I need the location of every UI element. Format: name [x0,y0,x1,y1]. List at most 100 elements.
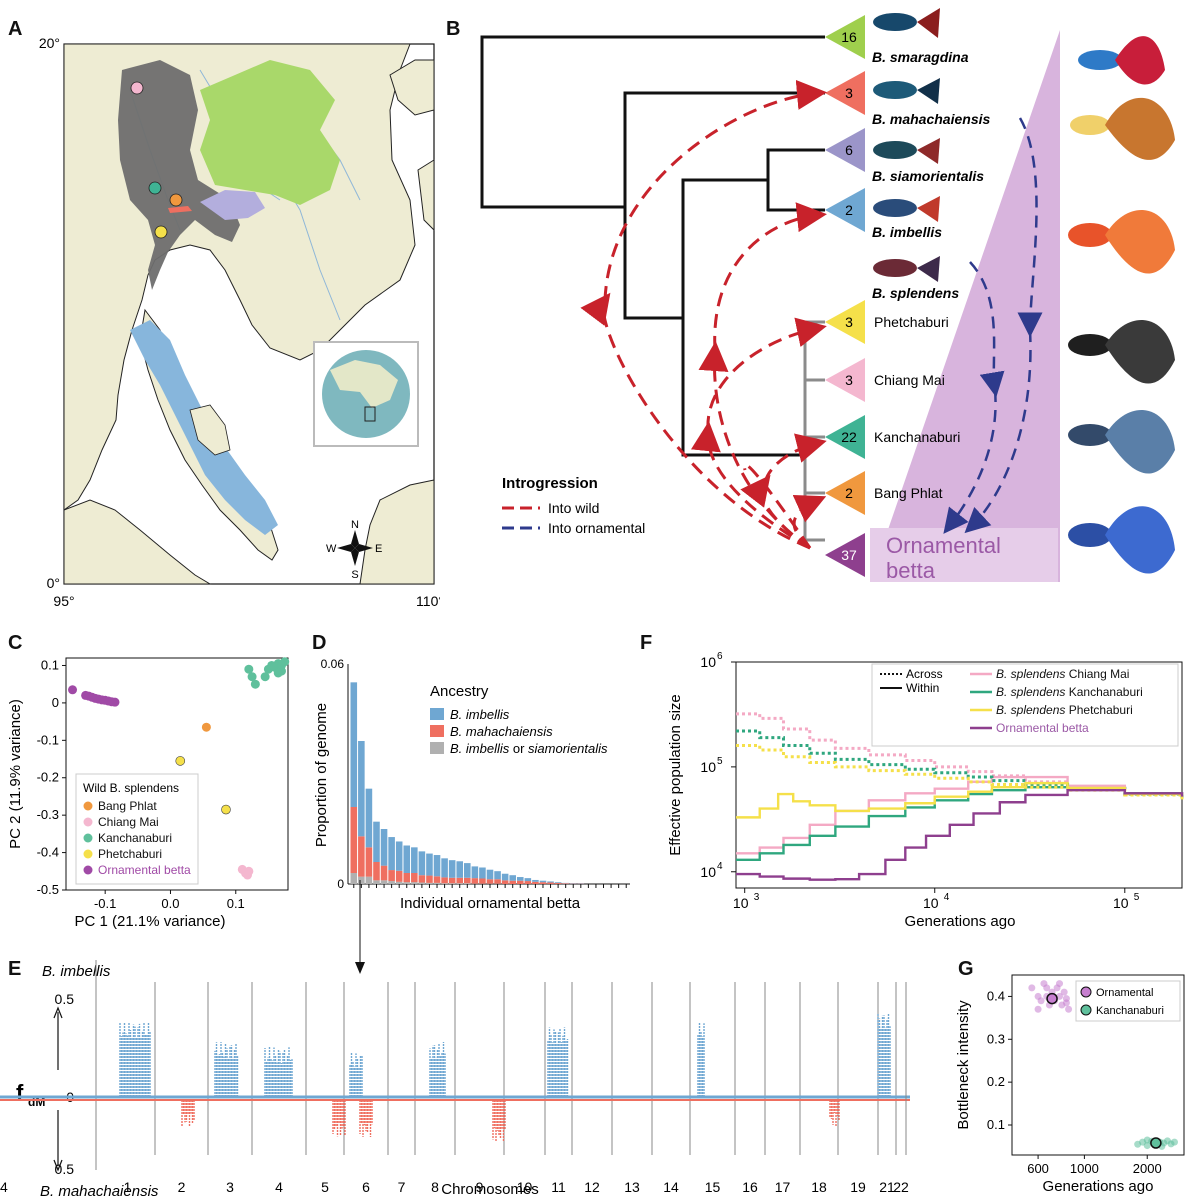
ancestry-legend-title: Ancestry [430,683,489,700]
pca-ytick-label: -0.5 [37,882,59,897]
fdm-top-label: B. imbellis [42,963,111,980]
site-kanchanaburi [148,181,162,195]
ornamental-fish-2 [1070,97,1175,160]
arrow-into-wild-6 [706,317,827,431]
ancestry-bar-segment [426,882,433,884]
bottleneck-point-ornamental [1043,984,1051,992]
bottleneck-xlabel: Generations ago [1043,1178,1154,1195]
ancestry-bar-segment [524,878,532,882]
ornamental-label-2: betta [886,558,936,583]
ancestry-bar-segment [350,682,358,807]
arrow-into-wild-5 [691,421,811,550]
ne-within-b-splendens-kanchanaburi [736,786,1184,862]
panel-label-d: D [312,632,327,654]
tree-branches [480,35,825,457]
pca-legend-swatch [83,801,93,811]
arrow-into-wild-2 [603,79,827,301]
ancestry-bar-segment [448,877,456,884]
clade-names: B. smaragdina B. mahachaiensis B. siamor… [872,49,990,501]
ne-ytick-label: 10 [700,759,716,775]
ancestry-bar-segment [433,876,441,883]
name-bang-phlat: Bang Phlat [874,485,943,501]
pca-ytick-label: -0.2 [37,770,59,785]
ancestry-bar-segment [448,883,456,884]
bottleneck-point-ornamental [1060,988,1068,996]
range-b-splendens [118,60,240,290]
ancestry-bar-segment [426,875,433,883]
fdm-chrom-label: 21 [879,1179,895,1195]
bottleneck-legend-kanchanaburi-swatch [1080,1004,1092,1016]
ne-ytick-exp: 6 [717,651,723,662]
pca-point-ornamental-betta [68,685,78,695]
bottleneck-point-kanchanaburi [1143,1136,1151,1144]
ancestry-legend-items: B. imbellis B. mahachaiensis B. imbellis o… [430,707,608,756]
fdm-chrom-label: 18 [811,1179,827,1195]
compass-w: W [326,543,337,555]
fdm-chrom-label: 7 [398,1179,406,1195]
ancestry-bar-segment [365,847,373,877]
bottleneck-point-ornamental [1065,1005,1073,1013]
land-philippines [417,159,435,232]
map-lat-top: 20° [39,35,60,51]
bottleneck-point-ornamental [1037,997,1045,1005]
fdm-chrom-label: 17 [775,1179,791,1195]
fdm-chromosomes: 12345678910111213141516171819212224 [0,982,910,1195]
ancestry-bar-segment [388,870,395,882]
pca-legend-items: Bang Phlat Chiang Mai Kanchanaburi Phetchab… [83,799,191,877]
bottleneck-ticks: 600 1000 2000 0.4 0.3 0.2 0.1 [987,988,1162,1176]
ne-ytick-exp: 4 [717,861,723,872]
fdm-chrom-label: 13 [624,1179,640,1195]
clade-triangle-mahachaiensis [825,71,865,115]
panel-label-f: F [640,632,653,654]
ne-legend-series: B. splendens Chiang Mai B. splendens Kanc… [970,667,1143,735]
bottleneck-ytick-label: 0.1 [987,1117,1005,1132]
bottleneck-legend-ornamental-swatch [1080,986,1092,998]
pca-ytick-label: -0.3 [37,807,59,822]
fish-icon-siamorientalis [873,138,940,164]
fdm-chrom-label: 9 [476,1179,484,1195]
ancestry-bar-segment [441,883,448,884]
fdm-chrom-label: 5 [321,1179,329,1195]
map-lat-bottom: 0° [47,575,60,591]
pca-point-kanchanaburi [273,668,283,678]
ancestry-bar-segment [509,875,516,881]
arrows-into-wild [580,79,827,550]
clade-triangle-siamorientalis [825,128,865,172]
pca-point-kanchanaburi [244,664,254,674]
ornamental-wedge [870,30,1060,582]
range-b-mahachaiensis [168,206,192,213]
pca-point-kanchanaburi [260,672,270,682]
ancestry-bar-segment [373,862,380,881]
pca-xtick-label: 0.1 [227,896,245,911]
ancestry-bar-segment [456,877,464,884]
ne-within-ornamental-betta [736,788,1184,881]
ancestry-bar-segment [441,877,448,884]
ancestry-bar-segment [418,851,426,876]
ancestry-bar-segment [501,880,509,884]
pca-ytick-label: -0.4 [37,845,59,860]
ancestry-bar-segment [373,880,380,884]
ancestry-bar-segment [403,873,411,883]
bottleneck-points [1028,980,1178,1150]
panel-e-fdm: B. imbellis B. mahachaiensis 0.5 0 0.5 f… [0,960,910,1200]
ancestry-bar-segment [395,870,403,882]
pca-y-ticks: 0.1 0 -0.1 -0.2 -0.3 -0.4 -0.5 [37,657,66,897]
pca-point-chiang-mai [243,870,253,880]
name-smaragdina: B. smaragdina [872,49,969,65]
ornamental-fish-3 [1068,209,1175,274]
pca-xtick-label: 0.0 [161,896,179,911]
fdm-chrom-label: 22 [893,1179,909,1195]
pca-point-phetchaburi [221,804,231,815]
fdm-chrom-label: 19 [850,1179,866,1195]
count-kanchanaburi: 22 [841,429,857,445]
ancestry-ylabel: Proportion of genome [313,703,330,847]
pca-legend-box [75,773,199,885]
compass-rose: N S E W [326,519,382,581]
ne-xtick-label: 10 [923,895,939,911]
name-imbellis: B. imbellis [872,224,942,240]
ancestry-bar-segment [365,788,373,848]
ornamental-fish-6 [1068,506,1175,574]
ancestry-bar-segment [373,821,380,862]
fish-icon-mahachaiensis [873,78,940,104]
